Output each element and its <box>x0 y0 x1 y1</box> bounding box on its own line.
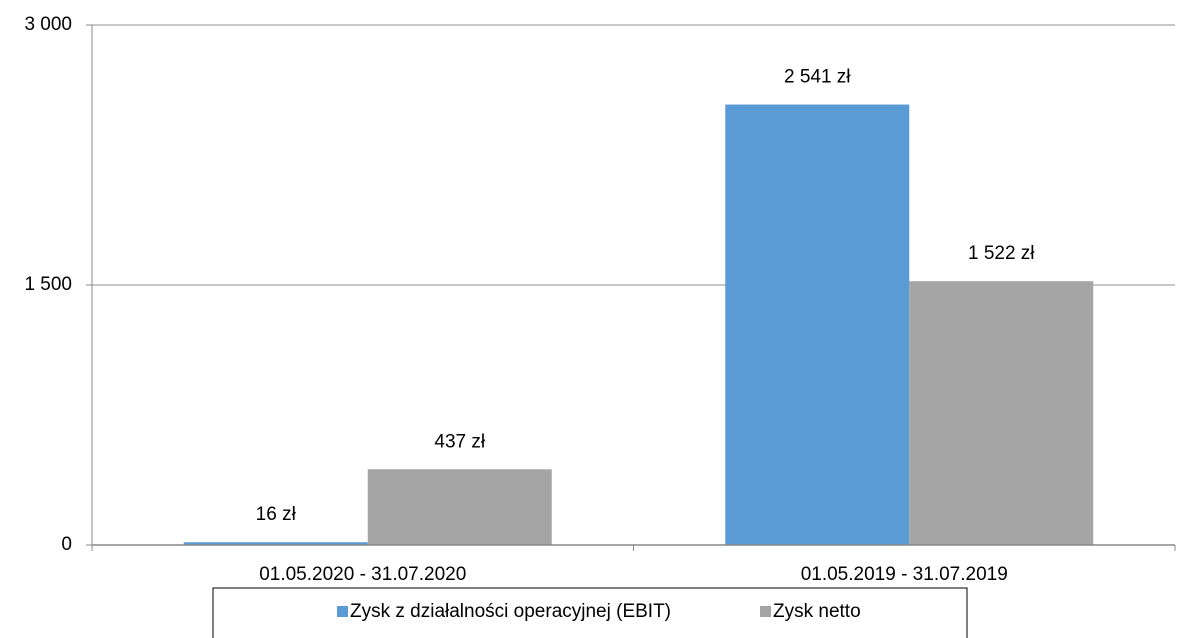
y-tick-label: 3 000 <box>24 14 72 35</box>
value-label: 1 522 zł <box>968 243 1035 264</box>
bar <box>183 542 368 545</box>
bar <box>725 104 910 545</box>
legend-label: Zysk z działalności operacyjnej (EBIT) <box>350 601 671 622</box>
bar <box>367 469 552 545</box>
legend-label: Zysk netto <box>773 601 861 622</box>
value-label: 16 zł <box>256 504 297 525</box>
value-label: 437 zł <box>434 431 485 452</box>
value-label: 2 541 zł <box>784 67 851 88</box>
y-tick-label: 0 <box>61 534 72 555</box>
x-tick-label: 01.05.2020 - 31.07.2020 <box>259 564 466 585</box>
y-tick-label: 1 500 <box>24 274 72 295</box>
legend-swatch <box>760 606 771 617</box>
legend-swatch <box>337 606 348 617</box>
x-tick-label: 01.05.2019 - 31.07.2019 <box>801 564 1008 585</box>
bar <box>909 281 1094 545</box>
legend-box <box>212 587 968 638</box>
